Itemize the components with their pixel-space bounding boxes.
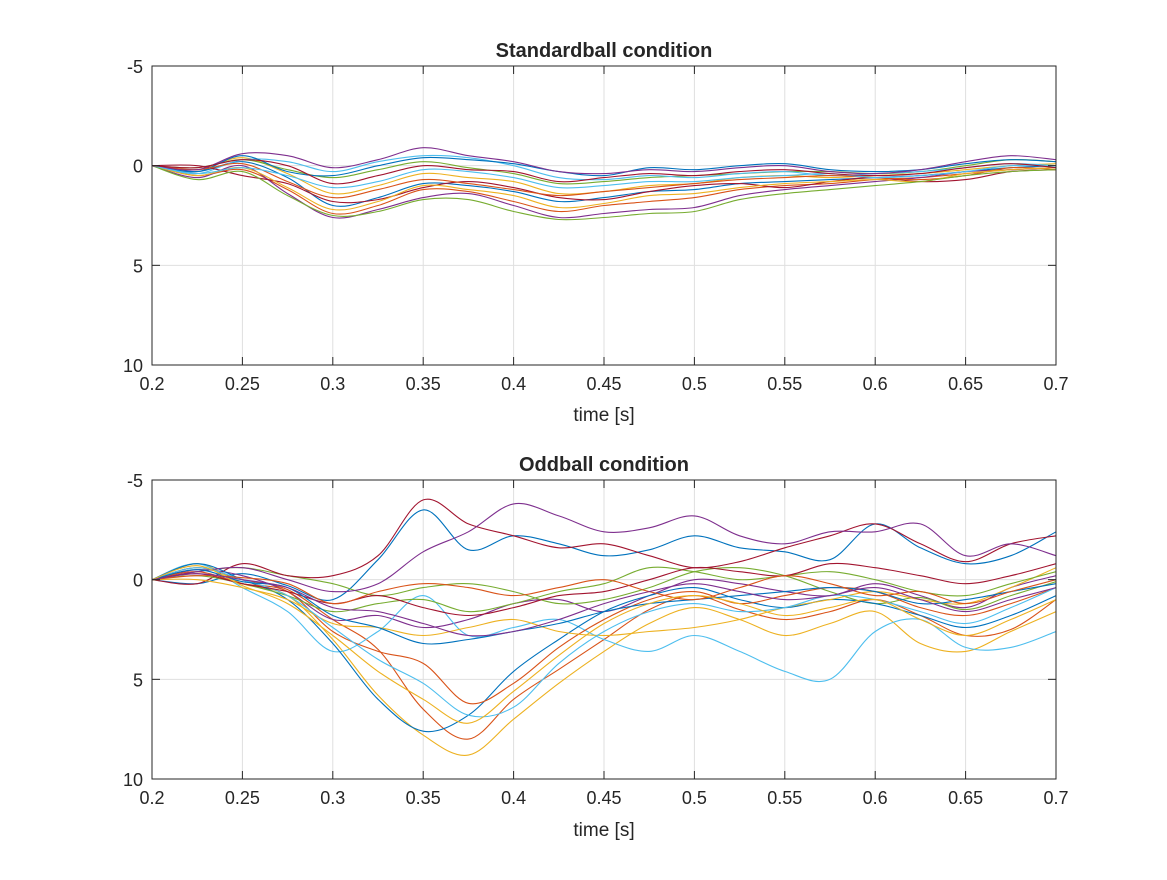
x-tick-label: 0.4 <box>501 374 526 394</box>
series-line-6 <box>152 563 1056 683</box>
series-line-6 <box>152 154 1056 181</box>
y-tick-label: 10 <box>123 770 143 790</box>
x-tick-label: 0.45 <box>586 788 621 808</box>
oddball-panel: Oddball condition time [s] 0.2 0.25 0.3 0.3… <box>123 454 1069 841</box>
series-line-10 <box>152 165 1056 211</box>
x-tick-label: 0.7 <box>1043 788 1068 808</box>
series-line-7 <box>152 498 1056 585</box>
standardball-panel: Standardball condition time [s] 0.2 0.25 0… <box>123 40 1069 426</box>
x-tick-label: 0.6 <box>863 374 888 394</box>
y-tick-label: 5 <box>133 256 143 276</box>
x-axis-label: time [s] <box>573 820 634 841</box>
y-tick-label: 10 <box>123 356 143 376</box>
series-line-15 <box>152 569 1056 645</box>
series-line-12 <box>152 165 1056 221</box>
x-tick-label: 0.2 <box>139 788 164 808</box>
x-tick-label: 0.55 <box>767 788 802 808</box>
x-tick-label: 0.2 <box>139 374 164 394</box>
series-line-5 <box>152 566 1056 611</box>
traces <box>152 498 1056 756</box>
series-line-13 <box>152 567 1056 718</box>
y-tick-label: 0 <box>133 571 143 591</box>
x-tick-label: 0.5 <box>682 788 707 808</box>
x-tick-label: 0.65 <box>948 788 983 808</box>
x-tick-label: 0.4 <box>501 788 526 808</box>
x-tick-label: 0.35 <box>406 788 441 808</box>
series-line-7 <box>152 164 1056 204</box>
traces <box>152 147 1056 221</box>
series-line-12 <box>152 566 1056 613</box>
x-tick-label: 0.35 <box>406 374 441 394</box>
x-axis-label: time [s] <box>573 405 634 426</box>
x-tick-label: 0.3 <box>320 788 345 808</box>
y-tick-label: -5 <box>127 57 143 77</box>
x-tick-label: 0.25 <box>225 374 260 394</box>
x-tick-label: 0.45 <box>586 374 621 394</box>
x-tick-label: 0.5 <box>682 374 707 394</box>
series-line-16 <box>152 575 1056 605</box>
series-line-11 <box>152 147 1056 175</box>
chart-title: Oddball condition <box>519 454 689 476</box>
x-tick-label: 0.25 <box>225 788 260 808</box>
x-tick-label: 0.7 <box>1043 374 1068 394</box>
series-line-9 <box>152 571 1056 705</box>
chart-title: Standardball condition <box>496 40 713 62</box>
series-line-2 <box>152 165 1056 215</box>
series-line-13 <box>152 164 1056 189</box>
series-line-10 <box>152 567 1056 637</box>
x-tick-label: 0.55 <box>767 374 802 394</box>
series-line-8 <box>152 155 1056 177</box>
x-tick-label: 0.6 <box>863 788 888 808</box>
series-line-14 <box>152 159 1056 185</box>
y-tick-label: 5 <box>133 670 143 690</box>
series-line-17 <box>152 565 1056 724</box>
x-tick-label: 0.3 <box>320 374 345 394</box>
x-tick-label: 0.65 <box>948 374 983 394</box>
y-tick-label: -5 <box>127 471 143 491</box>
y-tick-label: 0 <box>133 157 143 177</box>
series-line-1 <box>152 509 1056 601</box>
series-line-9 <box>152 162 1056 199</box>
series-line-11 <box>152 502 1056 593</box>
series-line-18 <box>152 573 1056 637</box>
